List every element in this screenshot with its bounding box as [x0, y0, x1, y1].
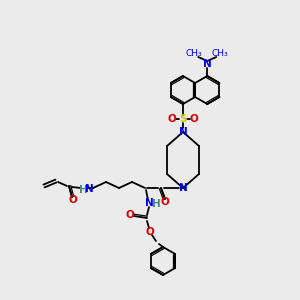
Text: O: O [168, 114, 176, 124]
Text: S: S [179, 114, 187, 124]
Text: N: N [85, 184, 93, 194]
Text: O: O [69, 195, 77, 205]
Text: H: H [79, 185, 87, 195]
Text: N: N [178, 127, 188, 137]
Text: N: N [203, 59, 212, 69]
Text: O: O [160, 197, 169, 207]
Text: N: N [145, 198, 153, 208]
Text: O: O [190, 114, 198, 124]
Text: N: N [178, 183, 188, 193]
Text: CH₃: CH₃ [212, 50, 229, 58]
Text: O: O [126, 210, 134, 220]
Text: CH₃: CH₃ [186, 50, 202, 58]
Text: H: H [152, 199, 160, 209]
Text: O: O [146, 227, 154, 237]
